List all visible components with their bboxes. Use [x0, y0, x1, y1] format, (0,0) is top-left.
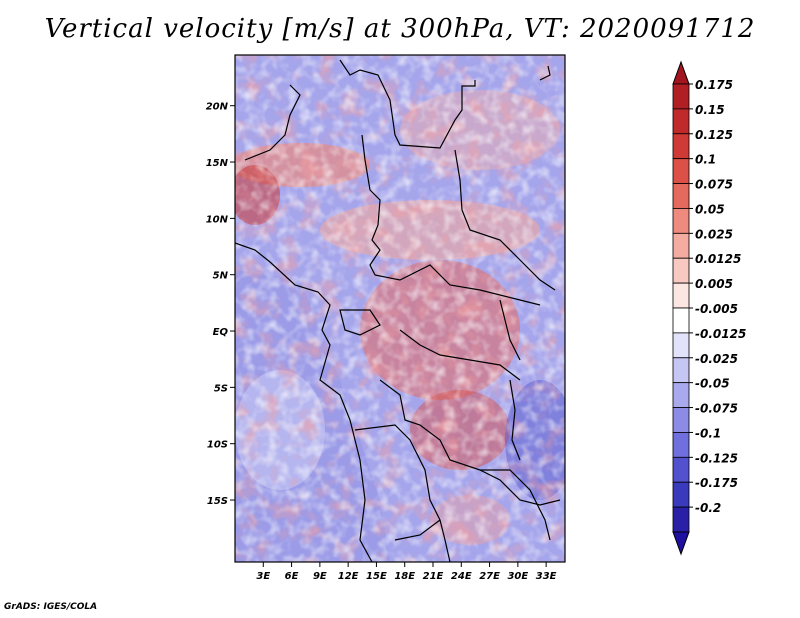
- colorbar-swatch: [672, 208, 690, 234]
- colorbar-label: 0.15: [695, 103, 725, 117]
- lat-tick-label: 15N: [206, 158, 229, 169]
- longitude-axis: 3E 6E 9E 12E 15E 18E 21E 24E 27E 30E 33E: [256, 562, 557, 582]
- lon-tick-label: 6E: [285, 571, 299, 582]
- colorbar-label: -0.125: [695, 451, 738, 465]
- colorbar-swatch: [672, 232, 690, 259]
- map-frame: [234, 54, 566, 563]
- colorbar-label: 0.075: [695, 178, 733, 192]
- velocity-field: [235, 55, 565, 562]
- colorbar-swatch: [672, 108, 690, 135]
- lon-tick-label: 21E: [423, 571, 444, 582]
- colorbar-label: 0.0125: [695, 252, 741, 266]
- lat-tick-label: 10N: [206, 214, 229, 225]
- colorbar-swatch: [672, 332, 690, 359]
- colorbar-swatch: [672, 83, 690, 110]
- colorbar-bottom-cap: [672, 531, 690, 556]
- colorbar-label: 0.025: [695, 227, 733, 241]
- colorbar-swatch: [672, 257, 690, 284]
- lon-tick-label: 33E: [536, 571, 557, 582]
- colorbar-swatch: [672, 183, 690, 209]
- lon-tick-label: 12E: [338, 571, 359, 582]
- colorbar-label: -0.05: [695, 377, 730, 391]
- lon-tick-label: 27E: [479, 571, 500, 582]
- colorbar: 0.175 0.15 0.125 0.1 0.075 0.05 0.025 0.0125 0.0…: [672, 60, 746, 556]
- lon-tick-label: 9E: [313, 571, 327, 582]
- colorbar-swatch: [672, 282, 690, 309]
- lat-tick-label: 10S: [207, 440, 228, 451]
- lon-tick-label: 24E: [451, 571, 472, 582]
- colorbar-label: -0.005: [695, 302, 738, 316]
- colorbar-label: 0.175: [695, 78, 733, 92]
- colorbar-swatch: [672, 407, 690, 433]
- colorbar-label: 0.005: [695, 277, 733, 291]
- lat-tick-label: EQ: [213, 327, 229, 338]
- colorbar-label: -0.075: [695, 402, 738, 416]
- colorbar-top-cap: [672, 60, 690, 85]
- colorbar-swatch: [672, 307, 690, 334]
- lat-tick-label: 5N: [213, 271, 229, 282]
- lon-tick-label: 3E: [256, 571, 270, 582]
- lon-tick-label: 18E: [394, 571, 415, 582]
- colorbar-label: -0.0125: [695, 327, 746, 341]
- lon-tick-label: 15E: [366, 571, 387, 582]
- chart-title: Vertical velocity [m/s] at 300hPa, VT: 2…: [44, 14, 756, 44]
- colorbar-swatch: [672, 506, 690, 533]
- lat-tick-label: 15S: [207, 496, 228, 507]
- lat-tick-label: 5S: [214, 383, 228, 394]
- colorbar-label: 0.1: [695, 153, 716, 167]
- colorbar-label: -0.1: [695, 426, 721, 440]
- colorbar-label: -0.175: [695, 476, 738, 490]
- colorbar-swatch: [672, 133, 690, 160]
- colorbar-swatch: [672, 158, 690, 184]
- lat-tick-label: 20N: [206, 102, 229, 113]
- lon-tick-label: 30E: [507, 571, 528, 582]
- colorbar-label: -0.025: [695, 352, 738, 366]
- colorbar-label: 0.05: [695, 202, 725, 216]
- colorbar-swatch: [672, 456, 690, 483]
- country-borders: [235, 59, 561, 562]
- colorbar-swatch: [672, 357, 690, 384]
- latitude-axis: 20N 15N 10N 5N EQ 5S 10S 15S: [206, 102, 235, 507]
- grads-credit: GrADS: IGES/COLA: [4, 602, 98, 612]
- colorbar-swatch: [672, 481, 690, 508]
- colorbar-swatch: [672, 382, 690, 408]
- colorbar-label: 0.125: [695, 128, 733, 142]
- colorbar-swatch: [672, 432, 690, 458]
- colorbar-label: -0.2: [695, 501, 721, 515]
